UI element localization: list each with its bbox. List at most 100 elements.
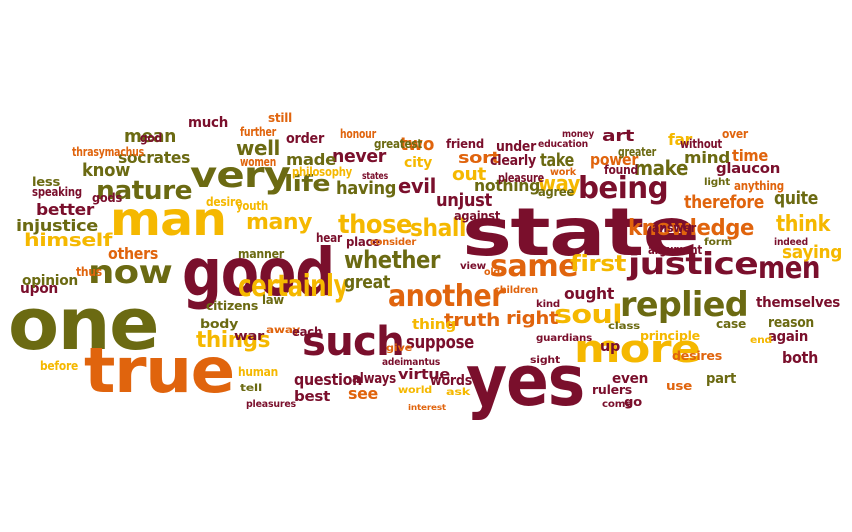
word-reason: reason	[768, 315, 814, 331]
word-answer: answer	[652, 221, 696, 235]
word-good: good	[182, 234, 335, 311]
word-themselves: themselves	[756, 295, 841, 311]
word-power: power	[590, 150, 639, 169]
word-up: up	[600, 339, 621, 355]
word-greatest: greatest	[374, 137, 423, 151]
word-certainly: certainly	[238, 269, 348, 304]
word-knowledge: knowledge	[628, 216, 754, 241]
word-others: others	[108, 244, 159, 263]
word-order: order	[286, 131, 325, 147]
word-virtue: virtue	[398, 367, 451, 383]
word-make: make	[634, 156, 688, 180]
word-women: women	[240, 155, 277, 169]
word-upon: upon	[20, 281, 59, 297]
word-argument: argument	[648, 243, 703, 257]
word-thing: thing	[412, 317, 457, 333]
word-man: man	[110, 192, 227, 246]
word-one: one	[8, 282, 160, 366]
word-never: never	[332, 146, 386, 167]
word-evil: evil	[398, 174, 436, 198]
word-further: further	[240, 125, 277, 139]
word-men: men	[758, 251, 821, 286]
word-injustice: injustice	[16, 216, 99, 235]
word-desire: desire	[206, 195, 242, 209]
word-consider: consider	[370, 237, 417, 248]
word-those: those	[338, 210, 412, 240]
word-still: still	[268, 111, 293, 125]
word-being: being	[578, 171, 669, 206]
word-know: know	[82, 160, 130, 181]
word-work: work	[550, 167, 577, 178]
word-children: children	[494, 285, 538, 296]
word-body: body	[200, 317, 239, 331]
word-more: more	[574, 327, 701, 371]
word-desires: desires	[672, 349, 722, 363]
word-friend: friend	[446, 137, 484, 151]
word-therefore: therefore	[684, 192, 764, 213]
word-speaking: speaking	[32, 185, 82, 199]
word-indeed: indeed	[774, 237, 808, 248]
word-whether: whether	[344, 246, 441, 274]
word-god: god	[140, 131, 162, 145]
word-city: city	[404, 155, 432, 171]
word-think: think	[776, 212, 830, 237]
word-mind: mind	[684, 148, 731, 167]
word-yes: yes	[466, 340, 585, 422]
word-great: great	[344, 272, 390, 293]
word-kind: kind	[536, 299, 561, 310]
word-rulers: rulers	[592, 383, 632, 397]
word-anything: anything	[734, 179, 785, 193]
word-part: part	[706, 371, 737, 387]
word-class: class	[608, 321, 640, 332]
word-much: much	[188, 115, 228, 131]
word-youth: youth	[236, 199, 269, 213]
word-far: far	[668, 130, 693, 149]
word-agree: agree	[538, 185, 574, 199]
word-pleasure: pleasure	[498, 171, 544, 185]
word-best: best	[294, 389, 331, 405]
word-sort: sort	[458, 148, 501, 167]
word-unjust: unjust	[436, 190, 492, 211]
word-same: same	[490, 249, 579, 284]
word-things: things	[196, 328, 271, 353]
word-come: come	[602, 399, 632, 410]
word-give: give	[386, 343, 413, 354]
word-time: time	[732, 146, 769, 165]
word-principle: principle	[640, 329, 700, 343]
word-law: law	[262, 293, 284, 307]
word-use: use	[666, 379, 692, 393]
word-another: another	[388, 279, 505, 314]
word-ought: ought	[564, 284, 614, 303]
word-shall: shall	[410, 214, 467, 242]
word-old: old	[484, 267, 500, 278]
word-war: war	[234, 329, 265, 343]
word-sight: sight	[530, 355, 561, 366]
word-form: form	[704, 237, 732, 248]
word-such: such	[302, 319, 405, 365]
word-quite: quite	[774, 188, 819, 209]
word-education: education	[538, 139, 589, 150]
word-way: way	[538, 172, 581, 197]
word-view: view	[460, 261, 487, 272]
word-replied: replied	[620, 285, 749, 325]
word-state: state	[462, 194, 700, 271]
word-pleasures: pleasures	[246, 399, 296, 410]
word-adeimantus: adeimantus	[382, 357, 441, 368]
word-citizens: citizens	[206, 299, 259, 313]
word-better: better	[36, 200, 94, 219]
word-thus: thus	[76, 265, 102, 279]
word-go: go	[624, 395, 642, 409]
word-end: end	[750, 335, 773, 346]
word-many: many	[246, 210, 313, 235]
word-take: take	[540, 150, 574, 171]
word-honour: honour	[340, 127, 376, 141]
word-philosophy: philosophy	[292, 165, 353, 179]
word-without: without	[680, 137, 723, 151]
word-guardians: guardians	[536, 333, 592, 344]
word-right: right	[506, 308, 558, 329]
word-hear: hear	[316, 231, 343, 245]
word-mean: mean	[124, 126, 176, 147]
word-away: away	[266, 325, 301, 336]
word-each: each	[292, 325, 323, 339]
word-life: life	[284, 172, 331, 197]
